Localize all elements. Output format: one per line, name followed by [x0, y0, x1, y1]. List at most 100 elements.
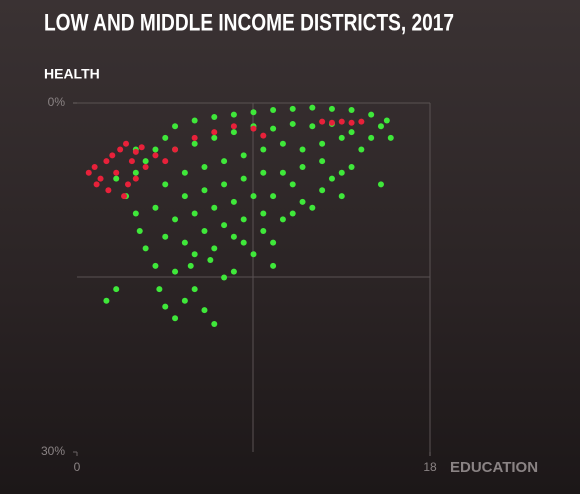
point [162, 181, 169, 188]
point [201, 307, 208, 314]
point [181, 169, 188, 176]
y-axis-label: HEALTH [44, 66, 100, 82]
point [260, 132, 267, 139]
y-tick-label: 0% [48, 95, 66, 109]
point [132, 175, 139, 182]
point [181, 297, 188, 304]
point [348, 163, 355, 170]
point [152, 146, 159, 153]
point [377, 123, 384, 130]
point [230, 123, 237, 130]
point [211, 134, 218, 141]
point [221, 158, 228, 165]
point [289, 105, 296, 112]
point [270, 262, 277, 269]
point [207, 257, 214, 264]
point [299, 198, 306, 205]
point [358, 146, 365, 153]
point [240, 175, 247, 182]
point [113, 175, 120, 182]
point [368, 134, 375, 141]
point [348, 119, 355, 126]
point [279, 169, 286, 176]
point [93, 181, 100, 188]
point [221, 274, 228, 281]
point [113, 169, 120, 176]
point [383, 117, 390, 124]
point [191, 117, 198, 124]
x-tick-label: 18 [423, 460, 437, 474]
point [299, 146, 306, 153]
point [250, 109, 257, 116]
point [201, 163, 208, 170]
point [387, 134, 394, 141]
point [191, 251, 198, 258]
point [358, 118, 365, 125]
point [289, 210, 296, 217]
point [250, 251, 257, 258]
point [289, 120, 296, 127]
point [136, 227, 143, 234]
point [211, 204, 218, 211]
point [270, 193, 277, 200]
point [377, 181, 384, 188]
point [142, 245, 149, 252]
point [152, 152, 159, 159]
point [328, 175, 335, 182]
point [103, 158, 110, 165]
point [338, 134, 345, 141]
point [289, 181, 296, 188]
point [172, 146, 179, 153]
point [250, 125, 257, 132]
point [338, 193, 345, 200]
point [221, 222, 228, 229]
point [279, 140, 286, 147]
point [162, 303, 169, 310]
point [128, 158, 135, 165]
point [348, 129, 355, 136]
point [91, 163, 98, 170]
point [260, 210, 267, 217]
point [132, 169, 139, 176]
point [270, 125, 277, 132]
point [132, 210, 139, 217]
plot-frame [77, 102, 431, 452]
point [211, 321, 218, 328]
point [142, 163, 149, 170]
point [172, 315, 179, 322]
point [152, 262, 159, 269]
point [172, 268, 179, 275]
point [109, 152, 116, 159]
point [240, 216, 247, 223]
point [240, 239, 247, 246]
point [299, 163, 306, 170]
point [319, 118, 326, 125]
point [113, 286, 120, 293]
point [221, 181, 228, 188]
point [103, 297, 110, 304]
x-tick-label: 0 [74, 460, 81, 474]
point [191, 210, 198, 217]
point [240, 152, 247, 159]
point [270, 239, 277, 246]
point [279, 216, 286, 223]
point [230, 198, 237, 205]
y-tick-label: 30% [41, 444, 65, 458]
point [124, 181, 131, 188]
point [201, 187, 208, 194]
point [156, 286, 163, 293]
point [260, 169, 267, 176]
point [260, 146, 267, 153]
point [138, 144, 145, 151]
point [172, 216, 179, 223]
point [117, 146, 124, 153]
point [328, 119, 335, 126]
point [121, 193, 128, 200]
point [368, 111, 375, 118]
point [162, 134, 169, 141]
point [187, 262, 194, 269]
point [211, 129, 218, 136]
point [338, 169, 345, 176]
point [230, 233, 237, 240]
point [309, 123, 316, 130]
